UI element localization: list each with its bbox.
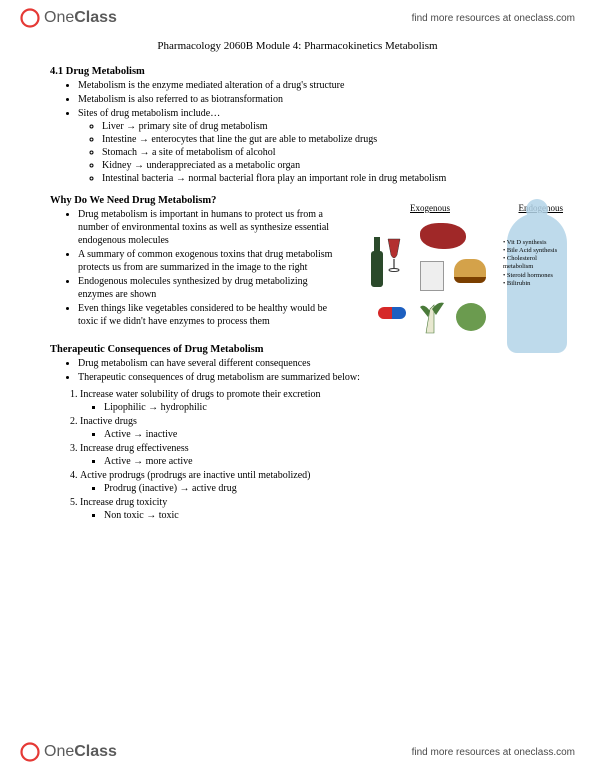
endo-item: Cholesterol metabolism: [503, 255, 563, 271]
list-text: Increase water solubility of drugs to pr…: [80, 389, 320, 400]
why-section: Why Do We Need Drug Metabolism? Drug met…: [50, 195, 545, 328]
list-text: Increase drug toxicity: [80, 497, 167, 508]
sites-sublist: Liver → primary site of drug metabolism …: [78, 120, 545, 185]
list-item: Metabolism is the enzyme mediated altera…: [78, 79, 545, 92]
page-footer: OneClass find more resources at oneclass…: [0, 738, 595, 770]
why-text-column: Drug metabolism is important in humans t…: [50, 208, 340, 328]
list-item: Inactive drugs Active → inactive: [80, 415, 545, 441]
list-item: Increase water solubility of drugs to pr…: [80, 388, 545, 414]
cabbage-icon: [456, 303, 486, 331]
list-item: Metabolism is also referred to as biotra…: [78, 93, 545, 106]
list-item: Increase drug toxicity Non toxic → toxic: [80, 496, 545, 522]
list-text: Inactive drugs: [80, 416, 137, 427]
list-text: Active prodrugs (prodrugs are inactive u…: [80, 470, 310, 481]
list-item: Intestine → enterocytes that line the gu…: [102, 133, 545, 146]
pill-icon: [378, 307, 406, 319]
list-item: Active → more active: [104, 455, 545, 468]
page-title: Pharmacology 2060B Module 4: Pharmacokin…: [50, 40, 545, 52]
list-item: A summary of common exogenous toxins tha…: [78, 248, 340, 274]
list-item: Intestinal bacteria → normal bacterial f…: [102, 172, 545, 185]
endogenous-list: Vit D synthesis Bile Acid synthesis Chol…: [503, 239, 563, 288]
endo-item: Steroid hormones: [503, 272, 563, 280]
list-item: Drug metabolism can have several differe…: [78, 357, 545, 370]
logo-one: One: [44, 9, 74, 27]
endo-item: Vit D synthesis: [503, 239, 563, 247]
footer-logo: OneClass: [20, 742, 117, 762]
footer-resources-link[interactable]: find more resources at oneclass.com: [412, 747, 575, 758]
list-item: Endogenous molecules synthesized by drug…: [78, 275, 340, 301]
list-item: Active → inactive: [104, 428, 545, 441]
list-item: Liver → primary site of drug metabolism: [102, 120, 545, 133]
document-content: Pharmacology 2060B Module 4: Pharmacokin…: [0, 32, 595, 522]
list-item: Even things like vegetables considered t…: [78, 302, 340, 328]
metabolism-figure: Exogenous Endogenous: [360, 203, 575, 353]
list-item: Kidney → underappreciated as a metabolic…: [102, 159, 545, 172]
list-item: Non toxic → toxic: [104, 509, 545, 522]
logo-icon: [20, 8, 40, 28]
header-resources-link[interactable]: find more resources at oneclass.com: [412, 13, 575, 24]
logo-icon: [20, 742, 40, 762]
logo: OneClass: [20, 8, 117, 28]
fig-label-exogenous: Exogenous: [410, 203, 450, 213]
steak-icon: [420, 223, 466, 249]
list-item: Therapeutic consequences of drug metabol…: [78, 371, 545, 384]
list-text: Sites of drug metabolism include…: [78, 108, 220, 119]
cigarettes-icon: [420, 261, 444, 291]
endo-item: Bilirubin: [503, 280, 563, 288]
consequences-intro-list: Drug metabolism can have several differe…: [50, 357, 545, 384]
endo-item: Bile Acid synthesis: [503, 247, 563, 255]
logo-class: Class: [74, 743, 117, 761]
page-header: OneClass find more resources at oneclass…: [0, 0, 595, 32]
list-item: Lipophilic → hydrophilic: [104, 401, 545, 414]
consequences-ordered-list: Increase water solubility of drugs to pr…: [50, 388, 545, 522]
list-text: Increase drug effectiveness: [80, 443, 189, 454]
section-heading-metabolism: 4.1 Drug Metabolism: [50, 66, 545, 77]
list-item: Drug metabolism is important in humans t…: [78, 208, 340, 247]
list-item: Sites of drug metabolism include… Liver …: [78, 107, 545, 185]
leek-icon: [420, 299, 448, 335]
list-item: Increase drug effectiveness Active → mor…: [80, 442, 545, 468]
metabolism-list: Metabolism is the enzyme mediated altera…: [50, 79, 545, 185]
list-item: Stomach → a site of metabolism of alcoho…: [102, 146, 545, 159]
list-item: Active prodrugs (prodrugs are inactive u…: [80, 469, 545, 495]
list-item: Prodrug (inactive) → active drug: [104, 482, 545, 495]
burger-icon: [454, 259, 486, 283]
wine-bottle-icon: [370, 233, 404, 294]
logo-one: One: [44, 743, 74, 761]
why-list: Drug metabolism is important in humans t…: [50, 208, 340, 328]
logo-class: Class: [74, 9, 117, 27]
